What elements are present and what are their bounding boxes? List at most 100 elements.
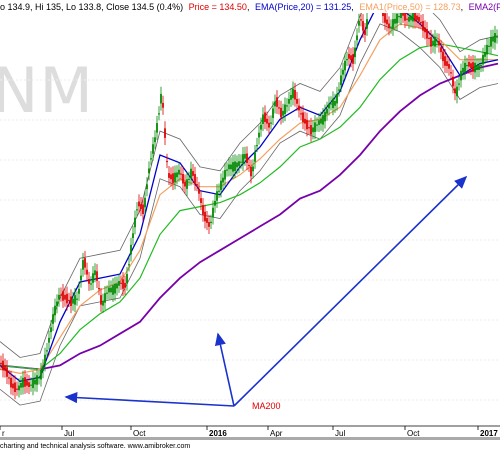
- price-bar: [352, 54, 354, 64]
- price-bar: [290, 94, 292, 100]
- price-bar: [134, 217, 136, 228]
- grid-lines: [0, 79, 500, 401]
- price-bar: [190, 168, 192, 179]
- price-bar: [132, 233, 134, 239]
- x-tick-label: r: [2, 429, 5, 438]
- price-bar: [106, 292, 108, 294]
- price-bar: [30, 384, 32, 386]
- price-bar: [332, 98, 334, 109]
- price-bar: [140, 204, 142, 209]
- price-bar: [60, 294, 62, 296]
- price-bar: [194, 174, 196, 184]
- price-bar: [14, 382, 16, 393]
- price-bar: [250, 166, 252, 177]
- price-bar: [452, 76, 454, 87]
- price-bar: [48, 337, 50, 343]
- price-bar: [478, 65, 480, 70]
- price-bar: [432, 40, 434, 46]
- price-bar: [310, 125, 312, 135]
- price-bar: [294, 89, 296, 100]
- price-bars: [0, 0, 498, 400]
- price-bar: [170, 174, 172, 180]
- price-bar: [12, 383, 14, 389]
- price-bar: [16, 388, 18, 390]
- price-bar: [244, 153, 246, 159]
- price-bar: [280, 107, 282, 118]
- price-bar: [256, 145, 258, 147]
- x-tick-label: 2017: [480, 429, 498, 438]
- price-bar: [84, 258, 86, 268]
- price-bar: [52, 314, 54, 324]
- price-bar: [100, 295, 102, 305]
- price-bar: [70, 296, 72, 306]
- price-bar: [104, 293, 106, 303]
- price-bar: [20, 382, 22, 388]
- price-bar: [176, 172, 178, 178]
- price-bar: [480, 64, 482, 67]
- price-bar: [472, 62, 474, 72]
- price-bar: [454, 88, 456, 94]
- price-bar: [42, 366, 44, 372]
- x-tick-label: Oct: [407, 429, 420, 438]
- price-bar: [396, 13, 398, 24]
- price-bar: [198, 188, 200, 194]
- price-bar: [284, 104, 286, 115]
- price-bar: [240, 161, 242, 163]
- price-bar: [196, 184, 198, 186]
- price-bar: [316, 124, 318, 126]
- price-bar: [120, 282, 122, 284]
- price-bar: [34, 379, 36, 385]
- price-bar: [394, 18, 396, 24]
- price-bar: [164, 128, 166, 138]
- ema200-line: [0, 62, 499, 371]
- price-bar: [474, 62, 476, 73]
- price-bar: [98, 287, 100, 290]
- price-bar: [318, 120, 320, 125]
- price-bar: [76, 298, 78, 300]
- price-bar: [462, 67, 464, 73]
- price-bar: [324, 111, 326, 122]
- price-bar: [422, 21, 424, 31]
- footer-credit: charting and technical analysis software…: [0, 443, 190, 450]
- price-bar: [208, 222, 210, 227]
- price-bar: [442, 51, 444, 62]
- price-bar: [358, 20, 360, 26]
- price-bar: [288, 98, 290, 104]
- price-bar: [344, 60, 346, 71]
- price-bar: [200, 198, 202, 204]
- price-bar: [424, 27, 426, 33]
- x-tick-label: Apr: [270, 429, 283, 438]
- price-bar: [108, 287, 110, 293]
- price-bar: [366, 19, 368, 29]
- price-bar: [354, 47, 356, 58]
- price-bar: [438, 40, 440, 46]
- price-bar: [252, 166, 254, 172]
- price-bar: [306, 119, 308, 130]
- price-bar: [440, 47, 442, 53]
- price-bar: [458, 83, 460, 85]
- price-bar: [488, 45, 490, 47]
- x-tick-label: Jul: [64, 429, 74, 438]
- price-bar: [26, 380, 28, 386]
- price-bar: [276, 97, 278, 107]
- scroll-track[interactable]: [0, 437, 500, 440]
- price-bar: [264, 112, 266, 123]
- price-bar: [80, 275, 82, 281]
- price-bar: [302, 112, 304, 123]
- price-bar: [238, 161, 240, 166]
- price-bar: [178, 169, 180, 175]
- price-bar: [406, 18, 408, 20]
- price-bar: [40, 369, 42, 380]
- x-tick-label: Oct: [133, 429, 146, 438]
- price-bar: [230, 164, 232, 170]
- price-bar: [328, 103, 330, 109]
- price-bar: [44, 354, 46, 365]
- price-bar: [62, 291, 64, 301]
- price-bar: [460, 70, 462, 81]
- price-bar: [214, 200, 216, 206]
- price-bar: [152, 144, 154, 154]
- price-bar: [154, 137, 156, 143]
- price-bar: [96, 271, 98, 281]
